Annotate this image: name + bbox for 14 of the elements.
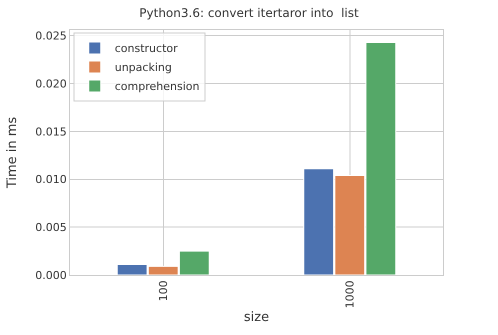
y-tick-label: 0.005 (35, 221, 67, 234)
y-tick-label: 0.025 (35, 30, 67, 43)
y-tick-label: 0.010 (35, 173, 67, 186)
legend-label: comprehension (114, 80, 200, 94)
y-tick-label: 0.015 (35, 125, 67, 138)
legend-label: unpacking (114, 61, 172, 74)
x-tick-label: 1000 (343, 280, 356, 308)
y-axis-title: Time in ms (5, 116, 20, 190)
chart-title: Python3.6: convert itertaror into list (139, 6, 360, 20)
legend-label: constructor (114, 42, 178, 56)
x-tick-label: 100 (156, 280, 170, 302)
y-tick-label: 0.020 (35, 77, 67, 90)
y-tick-label: 0.000 (35, 268, 67, 282)
x-axis-title: size (244, 310, 270, 325)
